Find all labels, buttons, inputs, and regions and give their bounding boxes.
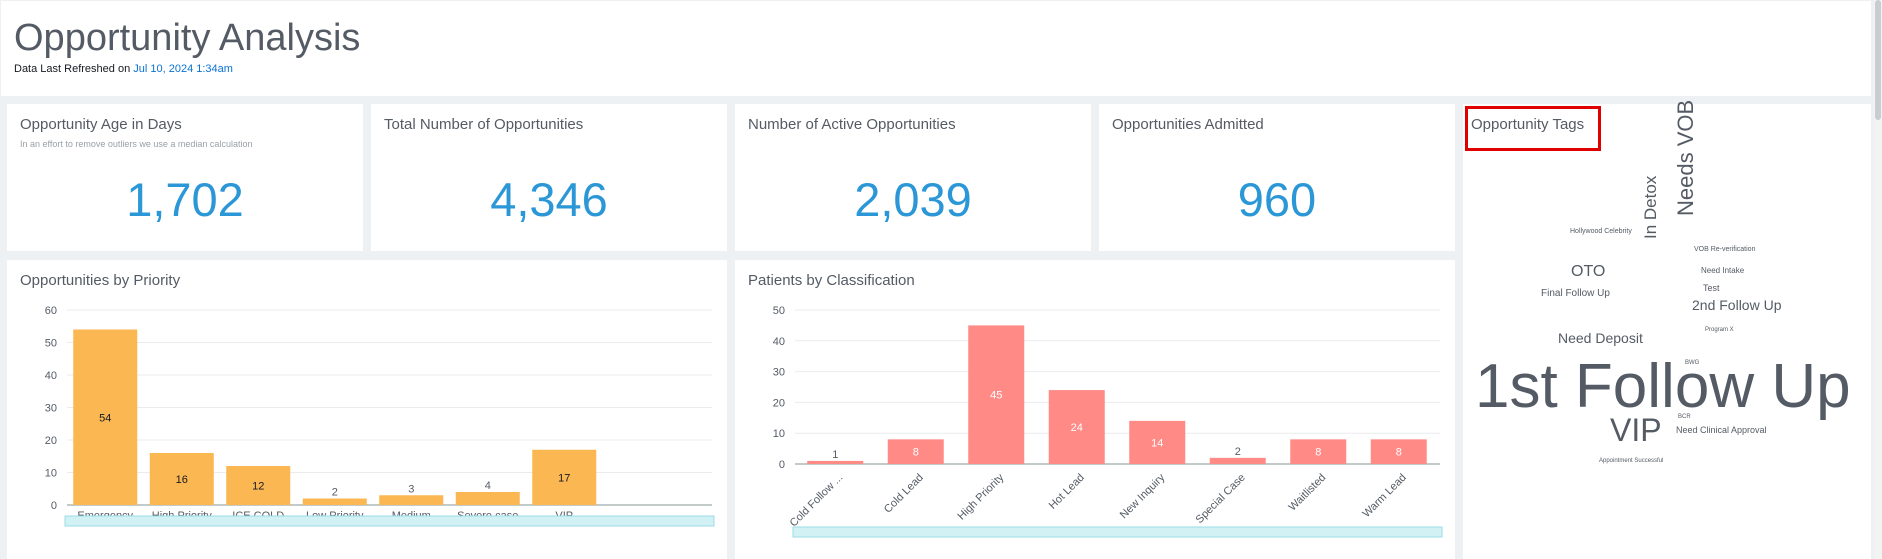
y-tick-label: 40: [773, 336, 785, 348]
y-tick-label: 60: [45, 305, 57, 317]
bar[interactable]: [455, 492, 520, 505]
word-cloud-tag[interactable]: Hollywood Celebrity: [1570, 228, 1632, 235]
x-tick-label: Cold Lead: [882, 472, 926, 516]
bar[interactable]: [73, 329, 138, 506]
bar[interactable]: [1129, 420, 1186, 464]
bar-value-label: 3: [408, 483, 414, 495]
y-tick-label: 50: [773, 305, 785, 317]
word-cloud-tag[interactable]: OTO: [1571, 263, 1606, 280]
classification-chart-card[interactable]: Patients by Classification 0 10 20 30 40 50 1 C…: [735, 260, 1455, 559]
bar[interactable]: [379, 495, 444, 505]
bar-value-label: 24: [1071, 422, 1083, 434]
chart-title: Opportunities by Priority: [20, 272, 181, 289]
word-cloud-tag[interactable]: VOB Re-verification: [1694, 246, 1756, 253]
range-scrollbar[interactable]: [64, 515, 715, 527]
bar-value-label: 17: [558, 472, 570, 484]
bar[interactable]: [807, 460, 864, 464]
tags-card[interactable]: Opportunity Tags Hollywood Celebrity VOB …: [1463, 100, 1871, 559]
x-tick-label: New Inquiry: [1118, 471, 1168, 521]
kpi-title: Number of Active Opportunities: [748, 116, 956, 133]
bar-value-label: 8: [913, 447, 919, 459]
word-cloud-tag[interactable]: VIP: [1610, 412, 1662, 448]
refresh-date: Jul 10, 2024 1:34am: [133, 63, 233, 75]
bar-value-label: 14: [1151, 437, 1163, 449]
bar[interactable]: [887, 439, 944, 464]
classification-bar-chart[interactable]: 0 10 20 30 40 50 1 Cold Follow ... 8 Cold Lead 45 H…: [735, 260, 1455, 559]
bar[interactable]: [532, 449, 597, 505]
y-tick-label: 20: [773, 397, 785, 409]
x-tick-label: High Priority: [956, 471, 1007, 522]
bar[interactable]: [1048, 390, 1105, 464]
x-tick-label: Special Case: [1194, 472, 1248, 526]
bar-value-label: 54: [99, 412, 111, 424]
x-tick-label: Waitlisted: [1286, 472, 1328, 514]
page-title: Opportunity Analysis: [14, 17, 361, 59]
y-tick-label: 0: [779, 459, 785, 471]
y-tick-label: 20: [45, 435, 57, 447]
kpi-value: 1,702: [126, 173, 244, 226]
word-cloud-tag[interactable]: Need Clinical Approval: [1676, 425, 1767, 435]
kpi-value: 960: [1237, 173, 1317, 226]
y-tick-label: 0: [51, 500, 57, 512]
y-tick-label: 40: [45, 370, 57, 382]
bar-value-label: 8: [1396, 447, 1402, 459]
chart-title: Patients by Classification: [748, 272, 915, 289]
title-card: Opportunity Analysis Data Last Refreshed…: [1, 1, 1871, 96]
bar-value-label: 8: [1315, 447, 1321, 459]
bar-value-label: 1: [832, 449, 838, 461]
word-cloud-tag[interactable]: Final Follow Up: [1541, 288, 1610, 299]
kpi-title: Opportunity Age in Days: [20, 116, 182, 133]
kpi-subtitle: In an effort to remove outliers we use a…: [20, 139, 253, 149]
kpi-card-age[interactable]: Opportunity Age in Days In an effort to …: [7, 104, 363, 251]
kpi-title: Opportunities Admitted: [1112, 116, 1264, 133]
word-cloud-tag[interactable]: In Detox: [1641, 175, 1660, 239]
word-cloud-tag[interactable]: BWG: [1685, 360, 1700, 366]
y-tick-label: 50: [45, 338, 57, 350]
bar[interactable]: [1290, 439, 1347, 464]
bar[interactable]: [968, 325, 1025, 464]
y-tick-label: 30: [773, 367, 785, 379]
bar-value-label: 16: [176, 474, 188, 486]
kpi-card-active[interactable]: Number of Active Opportunities 2,039: [735, 104, 1091, 251]
kpi-card-total[interactable]: Total Number of Opportunities 4,346: [371, 104, 727, 251]
bar[interactable]: [1370, 439, 1427, 464]
word-cloud-tag[interactable]: Need Intake: [1701, 266, 1745, 275]
y-tick-label: 10: [773, 428, 785, 440]
bar[interactable]: [226, 466, 291, 505]
word-cloud-tag[interactable]: 2nd Follow Up: [1692, 297, 1782, 313]
y-tick-label: 30: [45, 403, 57, 415]
kpi-card-admitted[interactable]: Opportunities Admitted 960: [1099, 104, 1455, 251]
bar-value-label: 2: [1235, 446, 1241, 458]
word-cloud-tag[interactable]: Test: [1703, 283, 1720, 293]
x-tick-label: Hot Lead: [1047, 472, 1087, 512]
x-tick-label: Warm Lead: [1360, 472, 1408, 520]
bar-value-label: 2: [332, 487, 338, 499]
tags-title-highlight: [1465, 106, 1601, 151]
refresh-info: Data Last Refreshed on Jul 10, 2024 1:34…: [14, 63, 233, 75]
bar[interactable]: [302, 498, 367, 506]
priority-chart-card[interactable]: Opportunities by Priority 0 10 20 30 40 50 60 5…: [7, 260, 727, 559]
tags-title: Opportunity Tags: [1471, 116, 1585, 133]
word-cloud-tag[interactable]: BCR: [1678, 414, 1691, 420]
kpi-value: 4,346: [490, 173, 608, 226]
bar-value-label: 4: [485, 480, 491, 492]
bar-value-label: 12: [252, 481, 264, 493]
scrollbar-thumb[interactable]: [1875, 0, 1881, 120]
y-tick-label: 10: [45, 468, 57, 480]
priority-bar-chart[interactable]: 010203040506054Emergency16High Priority1…: [7, 260, 727, 559]
bar-value-label: 45: [990, 390, 1002, 402]
word-cloud-tag[interactable]: Needs VOB: [1673, 99, 1698, 216]
bar[interactable]: [149, 453, 214, 505]
kpi-value: 2,039: [854, 173, 972, 226]
word-cloud-tag[interactable]: 1st Follow Up: [1475, 352, 1851, 421]
kpi-title: Total Number of Opportunities: [384, 116, 584, 133]
bar[interactable]: [1209, 457, 1266, 464]
page-scrollbar[interactable]: [1874, 0, 1882, 559]
word-cloud-tag[interactable]: Program X: [1705, 327, 1734, 333]
word-cloud-tag[interactable]: Need Deposit: [1558, 330, 1643, 346]
refresh-prefix: Data Last Refreshed on: [14, 63, 134, 75]
word-cloud-tag[interactable]: Appointment Successful: [1599, 458, 1664, 464]
x-tick-label: Cold Follow ...: [788, 472, 846, 530]
range-scrollbar[interactable]: [792, 526, 1443, 538]
